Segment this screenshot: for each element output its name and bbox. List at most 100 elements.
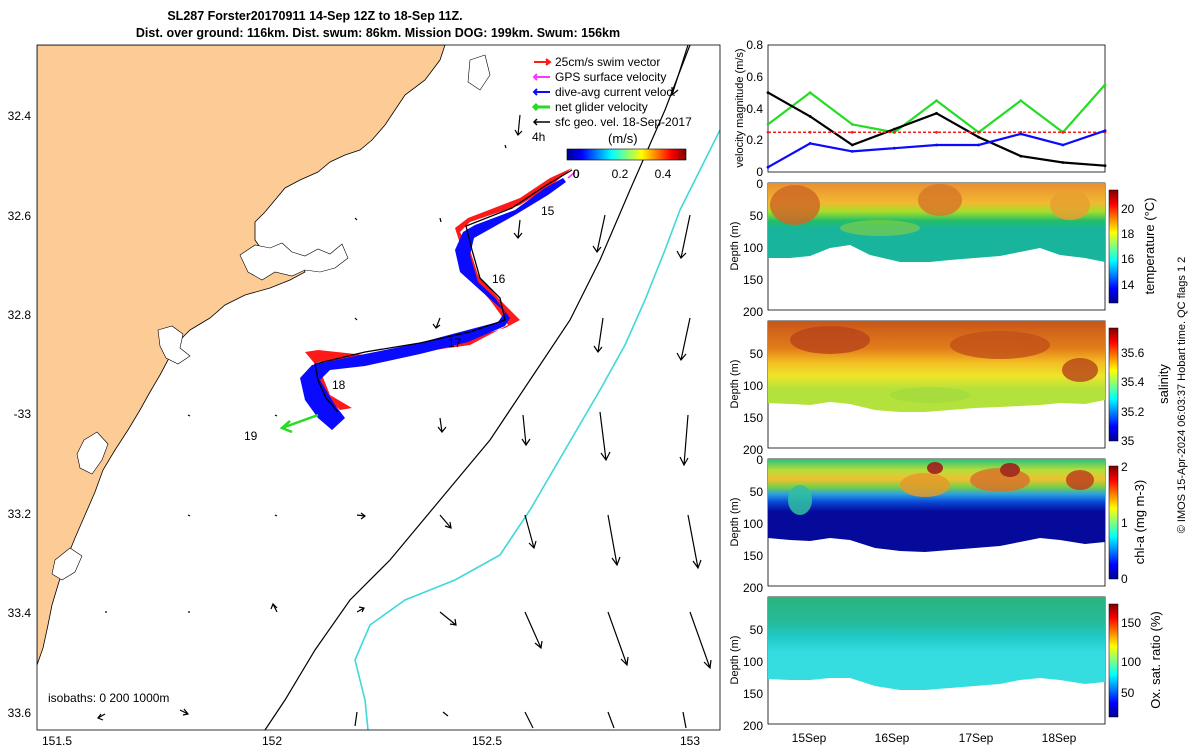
y-tick-label: 50 [750, 347, 764, 361]
legend-item: sfc geo. vel. 18-Sep-2017 [534, 115, 692, 129]
y-tick-label: 32.8 [8, 308, 32, 322]
velocity-point [767, 166, 770, 169]
map-y-axis: 32.4 32.6 32.8 -33 33.2 33.4 33.6 [8, 109, 32, 720]
velocity-point [1062, 131, 1065, 134]
y-tick-label: 150 [743, 273, 763, 287]
colorbar-tick: 18 [1121, 227, 1135, 241]
velocity-point [851, 150, 854, 153]
y-tick-label: 200 [743, 719, 763, 733]
colorbar-tick: 0.2 [612, 167, 629, 181]
y-tick-label: 100 [743, 241, 763, 255]
y-tick-label: 33.2 [8, 507, 32, 521]
legend-label: dive-avg current veloc. [555, 85, 676, 99]
y-tick-label: 150 [743, 687, 763, 701]
y-tick-label: 100 [743, 379, 763, 393]
velocity-point [893, 128, 896, 131]
x-tick-label: 152.5 [472, 734, 502, 748]
velocity-point [1019, 99, 1022, 102]
velocity-point [1104, 83, 1107, 86]
velocity-point [851, 123, 854, 126]
colorbar-tick: 0 [573, 167, 580, 181]
legend-item: dive-avg current veloc. [534, 85, 676, 99]
y-tick-label: -33 [14, 407, 32, 421]
velocity-point [809, 142, 812, 145]
four-hour-label: 4h [532, 130, 545, 144]
velocity-point [1019, 155, 1022, 158]
oxygen-field [768, 597, 1105, 690]
velocity-ylabel: velocity magnitude (m/s) [734, 48, 746, 167]
y-tick-label: 33.4 [8, 606, 32, 620]
temperature-colorbar [1109, 190, 1118, 303]
velocity-colorbar [567, 149, 686, 160]
day-label: 16 [492, 272, 506, 286]
depth-ylabel: Depth (m) [729, 498, 741, 547]
colorbar-tick: 35.4 [1121, 375, 1145, 389]
y-tick-label: 50 [750, 209, 764, 223]
y-tick-label: 0.8 [746, 38, 763, 52]
colorbar-title: (m/s) [608, 131, 638, 146]
y-tick-label: 32.4 [8, 109, 32, 123]
velocity-axes [768, 45, 1105, 172]
velocity-point [1062, 161, 1065, 164]
colorbar-tick: 20 [1121, 202, 1135, 216]
day-label: 18 [332, 378, 346, 392]
day-label: 17 [448, 336, 462, 350]
legend-label: sfc geo. vel. 18-Sep-2017 [555, 115, 692, 129]
salinity-clabel: salinity [1156, 364, 1171, 404]
velocity-point [851, 144, 854, 147]
map-x-axis: 151.5 152 152.5 153 [42, 734, 700, 748]
y-tick-label: 200 [743, 305, 763, 319]
velocity-point [893, 131, 896, 134]
legend-label: GPS surface velocity [555, 70, 666, 84]
depth-ylabel: Depth (m) [729, 636, 741, 685]
colorbar-tick: 2 [1121, 460, 1128, 474]
chla-clabel: chl-a (mg m-3) [1132, 480, 1147, 565]
oxygen-clabel: Ox. sat. ratio (%) [1148, 611, 1163, 709]
velocity-point [767, 91, 770, 94]
colorbar-tick: 50 [1121, 686, 1135, 700]
y-tick-label: 0 [756, 177, 763, 191]
depth-ylabel: Depth (m) [729, 360, 741, 409]
temperature-panel: Depth (m) 0 50 100 150 200 14 16 18 20 t… [729, 177, 1157, 319]
velocity-point [935, 144, 938, 147]
colorbar-tick: 16 [1121, 252, 1135, 266]
y-tick-label: 150 [743, 411, 763, 425]
day-label: 19 [244, 429, 258, 443]
salinity-colorbar [1109, 328, 1118, 441]
colorbar-tick: 100 [1121, 655, 1141, 669]
velocity-point [809, 131, 812, 134]
velocity-point [809, 91, 812, 94]
colorbar-tick: 14 [1121, 278, 1135, 292]
colorbar-tick: 0 [1121, 572, 1128, 586]
velocity-point [935, 131, 938, 134]
date-axis: 15Sep 16Sep 17Sep 18Sep [792, 731, 1077, 745]
map-panel: 0 15 16 17 18 19 25cm/s swim vector GPS … [8, 45, 720, 748]
colorbar-tick: 0.4 [655, 167, 672, 181]
velocity-point [935, 99, 938, 102]
x-tick-label: 153 [680, 734, 700, 748]
velocity-point [767, 123, 770, 126]
colorbar-tick: 35 [1121, 434, 1135, 448]
isobaths-label: isobaths: 0 200 1000m [48, 691, 169, 705]
figure: SL287 Forster20170911 14-Sep 12Z to 18-S… [0, 0, 1200, 750]
figure-title-line2: Dist. over ground: 116km. Dist. swum: 86… [136, 26, 620, 40]
chla-panel: Depth (m) 0 50 100 150 200 0 1 2 chl-a (… [729, 453, 1147, 595]
velocity-point [1019, 133, 1022, 136]
y-tick-label: 33.6 [8, 706, 32, 720]
y-tick-label: 100 [743, 655, 763, 669]
x-tick-label: 152 [262, 734, 282, 748]
velocity-point [809, 115, 812, 118]
date-tick-label: 16Sep [875, 731, 910, 745]
colorbar-tick: 1 [1121, 516, 1128, 530]
velocity-point [1104, 164, 1107, 167]
velocity-point [977, 131, 980, 134]
salinity-panel: Depth (m) 50 100 150 200 35 35.2 35.4 35… [729, 321, 1171, 457]
y-tick-label: 0.6 [746, 70, 763, 84]
depth-ylabel: Depth (m) [729, 222, 741, 271]
copyright-note: © IMOS 15-Apr-2024 06:03:37 Hobart time.… [1176, 257, 1188, 534]
colorbar-tick: 35.2 [1121, 405, 1145, 419]
chla-colorbar [1109, 466, 1118, 579]
y-tick-label: 0 [756, 453, 763, 467]
velocity-point [977, 144, 980, 147]
y-tick-label: 50 [750, 623, 764, 637]
